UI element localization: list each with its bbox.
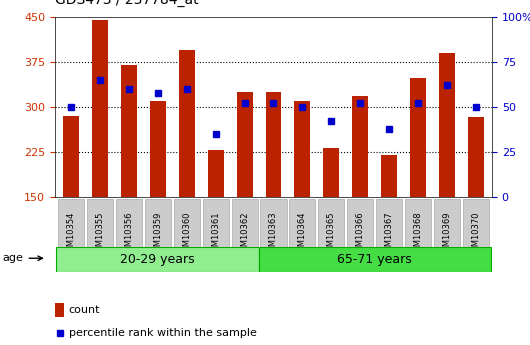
- Bar: [55, 303, 64, 317]
- Bar: [57, 247, 259, 272]
- Text: 20-29 years: 20-29 years: [120, 253, 195, 266]
- Text: GSM10355: GSM10355: [95, 212, 104, 257]
- Bar: [236, 92, 252, 197]
- Text: GSM10369: GSM10369: [443, 212, 452, 257]
- Bar: [381, 155, 397, 197]
- Bar: [323, 148, 339, 197]
- Text: GDS473 / 237784_at: GDS473 / 237784_at: [55, 0, 199, 7]
- Text: GSM10354: GSM10354: [66, 212, 75, 257]
- Bar: [410, 78, 426, 197]
- Bar: [289, 198, 315, 270]
- Text: GSM10365: GSM10365: [327, 212, 336, 257]
- Bar: [266, 92, 281, 197]
- Bar: [347, 198, 373, 270]
- Text: count: count: [69, 305, 100, 315]
- Text: 65-71 years: 65-71 years: [338, 253, 412, 266]
- Text: GSM10359: GSM10359: [153, 212, 162, 257]
- Bar: [174, 198, 200, 270]
- Bar: [352, 96, 368, 197]
- Text: GSM10356: GSM10356: [125, 212, 134, 257]
- Bar: [319, 198, 344, 270]
- Bar: [58, 198, 84, 270]
- Bar: [202, 198, 228, 270]
- Text: GSM10363: GSM10363: [269, 212, 278, 257]
- Text: percentile rank within the sample: percentile rank within the sample: [69, 327, 257, 337]
- Text: GSM10364: GSM10364: [298, 212, 307, 257]
- Bar: [463, 198, 489, 270]
- Bar: [179, 50, 195, 197]
- Text: GSM10361: GSM10361: [211, 212, 220, 257]
- Text: GSM10362: GSM10362: [240, 212, 249, 257]
- Bar: [208, 150, 224, 197]
- Text: GSM10360: GSM10360: [182, 212, 191, 257]
- Bar: [121, 65, 137, 197]
- Bar: [468, 117, 484, 197]
- Bar: [63, 116, 79, 197]
- Bar: [376, 198, 402, 270]
- Bar: [92, 20, 108, 197]
- Bar: [295, 101, 311, 197]
- Bar: [232, 198, 258, 270]
- Text: age: age: [3, 253, 42, 263]
- Bar: [145, 198, 171, 270]
- Bar: [259, 247, 491, 272]
- Bar: [150, 101, 166, 197]
- Text: GSM10367: GSM10367: [385, 212, 394, 257]
- Text: GSM10370: GSM10370: [472, 212, 481, 257]
- Bar: [439, 53, 455, 197]
- Bar: [434, 198, 460, 270]
- Text: GSM10366: GSM10366: [356, 212, 365, 257]
- Bar: [260, 198, 287, 270]
- Text: GSM10368: GSM10368: [414, 212, 423, 257]
- Bar: [116, 198, 142, 270]
- Bar: [87, 198, 113, 270]
- Bar: [405, 198, 431, 270]
